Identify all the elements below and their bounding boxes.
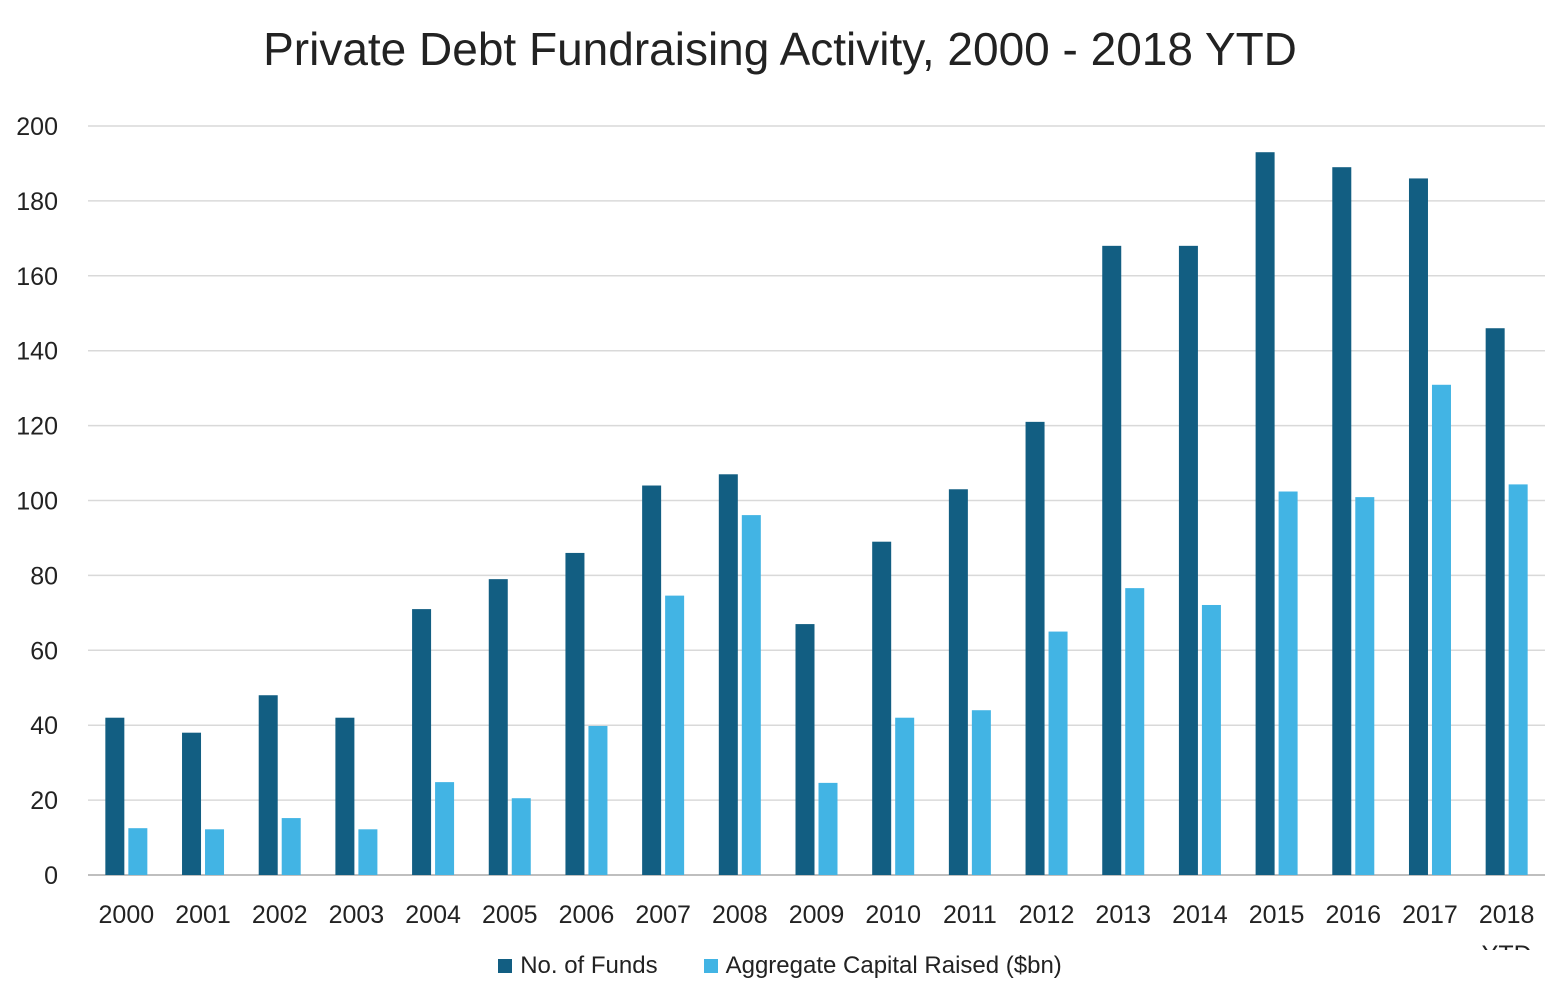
x-tick-label: 2018 [1479,901,1535,929]
bar-capital [281,818,301,875]
bar-funds [948,489,968,875]
legend-item-funds: No. of Funds [498,952,658,980]
bar-capital [1048,631,1068,875]
bar-funds [488,579,508,875]
bar-capital [205,829,225,875]
bar-capital [1201,604,1221,875]
bar-capital [511,798,531,875]
y-axis-ticks: 0 20 40 60 80 100 120 140 160 180 200 [16,113,58,890]
bar-funds [1485,328,1505,876]
bar-capital [895,717,915,875]
x-tick-label: 2006 [559,901,615,929]
y-tick-label: 40 [30,712,58,740]
bar-funds [412,609,432,875]
bar-capital [741,515,761,875]
x-tick-label: 2005 [482,901,538,929]
bar-funds [1255,152,1275,876]
legend-label-capital: Aggregate Capital Raised ($bn) [725,952,1062,979]
bar-capital [1278,491,1298,875]
bar-funds [872,541,892,875]
bar-funds [795,624,815,875]
bar-funds [1332,167,1352,875]
x-tick-label: 2008 [712,901,768,929]
x-tick-label: 2017 [1402,901,1458,929]
legend-swatch-capital [703,959,718,973]
x-tick-label: 2011 [943,901,997,929]
legend-swatch-funds [498,959,513,973]
legend-item-capital: Aggregate Capital Raised ($bn) [703,952,1062,980]
bars [105,152,1528,876]
x-tick-label: 2001 [175,901,231,929]
legend: No. of Funds Aggregate Capital Raised ($… [0,952,1560,980]
y-tick-label: 60 [30,637,58,665]
y-tick-label: 180 [16,188,58,216]
bar-capital [1431,384,1451,875]
x-tick-label: 2012 [1019,901,1075,929]
x-tick-label: 2007 [635,901,691,929]
bar-capital [1125,588,1145,875]
x-tick-label: 2004 [405,901,461,929]
bar-capital [128,828,148,875]
y-tick-label: 120 [16,413,58,441]
bar-funds [642,485,662,875]
bar-funds [258,695,278,875]
bar-funds [1025,421,1045,875]
x-tick-label: 2010 [865,901,921,929]
bar-capital [971,710,991,875]
bar-capital [358,829,378,875]
x-tick-label: 2014 [1172,901,1228,929]
x-tick-label: 2009 [789,901,845,929]
bar-funds [1408,178,1428,875]
bar-funds [718,474,738,875]
y-tick-label: 80 [30,562,58,590]
x-tick-label: 2003 [329,901,385,929]
x-axis-ticks: 2000 2001 2002 2003 2004 2005 2006 2007 2008 2009… [99,901,1535,950]
gridlines [88,125,1545,876]
bar-funds [1178,245,1198,876]
x-tick-label: 2015 [1249,901,1305,929]
y-tick-label: 0 [44,862,58,890]
bar-capital [435,782,455,875]
bar-funds [335,717,355,875]
x-tick-label: 2000 [99,901,155,929]
y-tick-label: 100 [16,488,58,516]
bar-capital [1355,497,1375,875]
y-tick-label: 140 [16,338,58,366]
bar-funds [105,717,125,875]
y-tick-label: 200 [16,113,58,141]
x-tick-label: 2002 [252,901,308,929]
bar-funds [565,552,585,875]
x-tick-label: 2016 [1325,901,1381,929]
chart-title: Private Debt Fundraising Activity, 2000 … [263,23,1297,75]
x-tick-label: 2013 [1095,901,1151,929]
bar-capital [665,595,685,875]
bar-capital [818,782,838,875]
y-tick-label: 160 [16,263,58,291]
bar-funds [1102,245,1122,876]
bar-chart: 0 20 40 60 80 100 120 140 160 180 200 2000 2001 2002… [16,113,1545,950]
legend-label-funds: No. of Funds [520,952,658,979]
x-tick-label: YTD [1482,941,1532,950]
bar-funds [182,732,202,875]
bar-capital [588,725,608,875]
bar-capital [1508,484,1528,875]
y-tick-label: 20 [30,787,58,815]
